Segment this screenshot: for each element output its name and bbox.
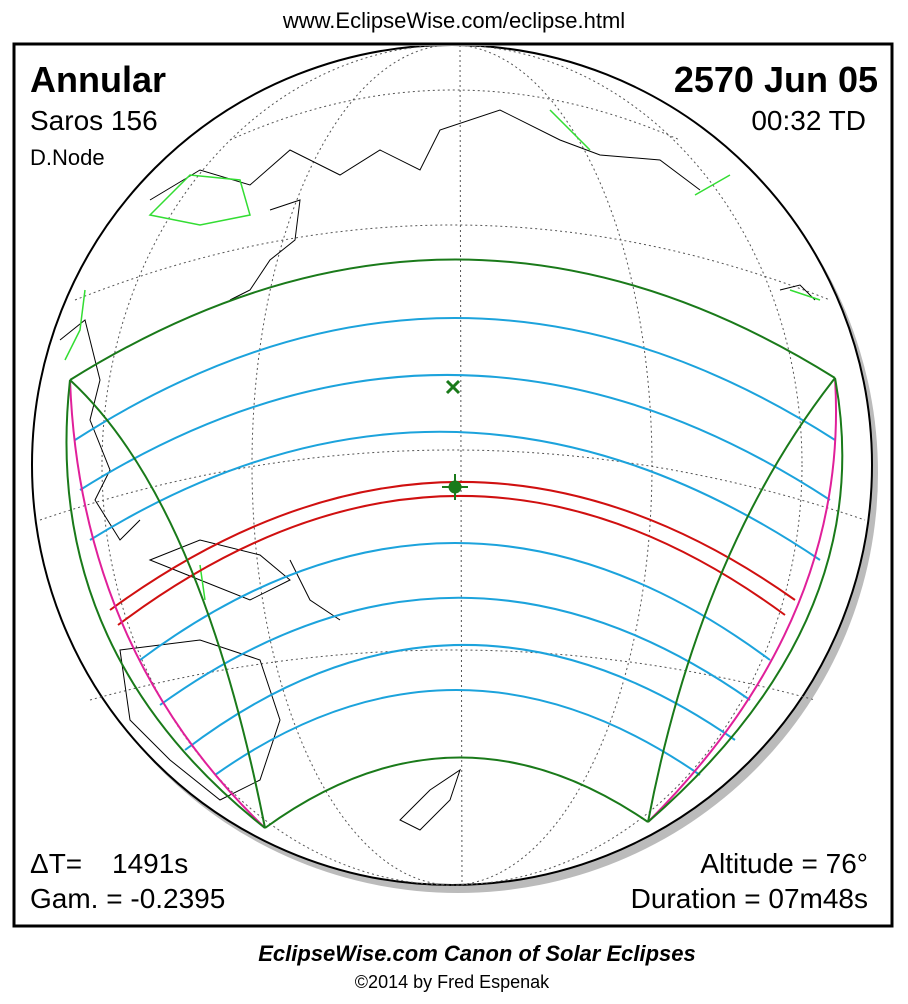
globe	[31, 46, 873, 886]
gamma: Gam. = -0.2395	[30, 883, 225, 914]
saros: Saros 156	[30, 105, 158, 136]
eclipse-type: Annular	[30, 59, 166, 100]
globe-group	[31, 46, 878, 893]
footer-title: EclipseWise.com Canon of Solar Eclipses	[258, 941, 696, 966]
node: D.Node	[30, 145, 105, 170]
duration: Duration = 07m48s	[631, 883, 868, 914]
greatest-eclipse-mark	[445, 379, 461, 395]
graticule	[39, 46, 866, 886]
delta-t: 1491s	[112, 848, 188, 879]
footer-credit: ©2014 by Fred Espenak	[355, 972, 550, 992]
url: www.EclipseWise.com/eclipse.html	[282, 8, 625, 33]
borders	[64, 109, 821, 601]
date: 2570 Jun 05	[674, 59, 878, 100]
markers	[442, 379, 468, 500]
sun-mark	[442, 474, 468, 500]
delta-t-label: ΔT=	[30, 848, 82, 879]
eclipse-path	[65, 258, 844, 829]
time: 00:32 TD	[751, 105, 866, 136]
altitude: Altitude = 76°	[700, 848, 868, 879]
